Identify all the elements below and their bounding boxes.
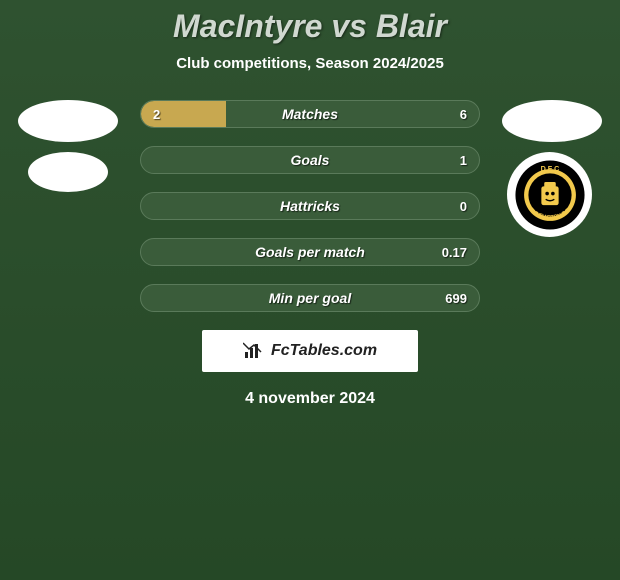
stat-value-right: 0 xyxy=(460,193,467,219)
player-left-badge-bottom xyxy=(28,152,108,192)
watermark: FcTables.com xyxy=(202,330,418,372)
page-subtitle: Club competitions, Season 2024/2025 xyxy=(0,55,620,72)
stat-value-right: 0.17 xyxy=(442,239,467,265)
date-label: 4 november 2024 xyxy=(0,390,620,408)
player-left-badge-top xyxy=(18,100,118,142)
page-title: MacIntyre vs Blair xyxy=(0,0,620,45)
stat-label: Hattricks xyxy=(141,193,479,219)
watermark-text: FcTables.com xyxy=(271,342,377,360)
stat-value-right: 699 xyxy=(445,285,467,311)
stat-label: Goals xyxy=(141,147,479,173)
stat-value-right: 6 xyxy=(460,101,467,127)
stat-bars: 2 Matches 6 Goals 1 Hattricks 0 Goals pe… xyxy=(140,100,480,312)
stat-row-goals-per-match: Goals per match 0.17 xyxy=(140,238,480,266)
dumbarton-crest-icon: D F C DUMBARTON F.C. xyxy=(514,159,586,231)
stat-row-matches: 2 Matches 6 xyxy=(140,100,480,128)
stat-label: Matches xyxy=(141,101,479,127)
comparison-content: D F C DUMBARTON F.C. 2 Matches 6 Goals 1… xyxy=(0,100,620,408)
player-right-badge-top xyxy=(502,100,602,142)
svg-text:D F C: D F C xyxy=(540,164,559,173)
stat-label: Goals per match xyxy=(141,239,479,265)
player-right-club-crest: D F C DUMBARTON F.C. xyxy=(507,152,592,237)
bar-chart-icon xyxy=(243,342,265,360)
stat-label: Min per goal xyxy=(141,285,479,311)
stat-row-min-per-goal: Min per goal 699 xyxy=(140,284,480,312)
stat-row-hattricks: Hattricks 0 xyxy=(140,192,480,220)
stat-row-goals: Goals 1 xyxy=(140,146,480,174)
stat-value-right: 1 xyxy=(460,147,467,173)
